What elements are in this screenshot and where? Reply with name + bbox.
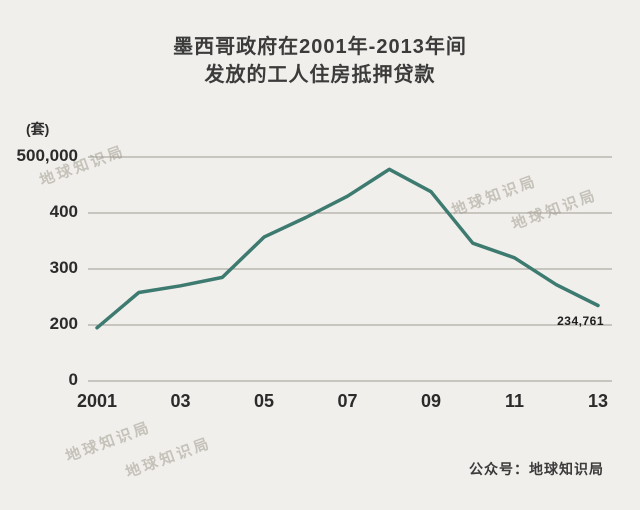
x-tick-label: 09	[420, 391, 442, 411]
chart-title-line1: 墨西哥政府在2001年-2013年间	[173, 36, 467, 58]
x-tick-label: 11	[504, 391, 525, 411]
data-point-label: 234,761	[557, 313, 604, 328]
y-tick-label: 500,000	[16, 146, 78, 165]
x-tick-label: 07	[337, 391, 358, 411]
x-tick-label: 05	[253, 391, 275, 411]
data-line	[95, 167, 600, 330]
chart-title: 墨西哥政府在2001年-2013年间 发放的工人住房抵押贷款	[0, 33, 640, 89]
y-tick-label: 400	[49, 202, 78, 221]
x-tick-label: 2001	[76, 391, 118, 411]
x-tick-label: 03	[170, 391, 191, 411]
y-tick-label: 300	[49, 258, 78, 277]
footer-credit: 公众号：地球知识局	[469, 461, 604, 477]
y-tick-label: 200	[49, 314, 78, 333]
y-tick-label: 0	[68, 370, 78, 389]
y-axis-unit-label: (套)	[26, 121, 50, 137]
x-tick-label: 13	[587, 391, 609, 411]
chart-title-line2: 发放的工人住房抵押贷款	[204, 64, 436, 86]
